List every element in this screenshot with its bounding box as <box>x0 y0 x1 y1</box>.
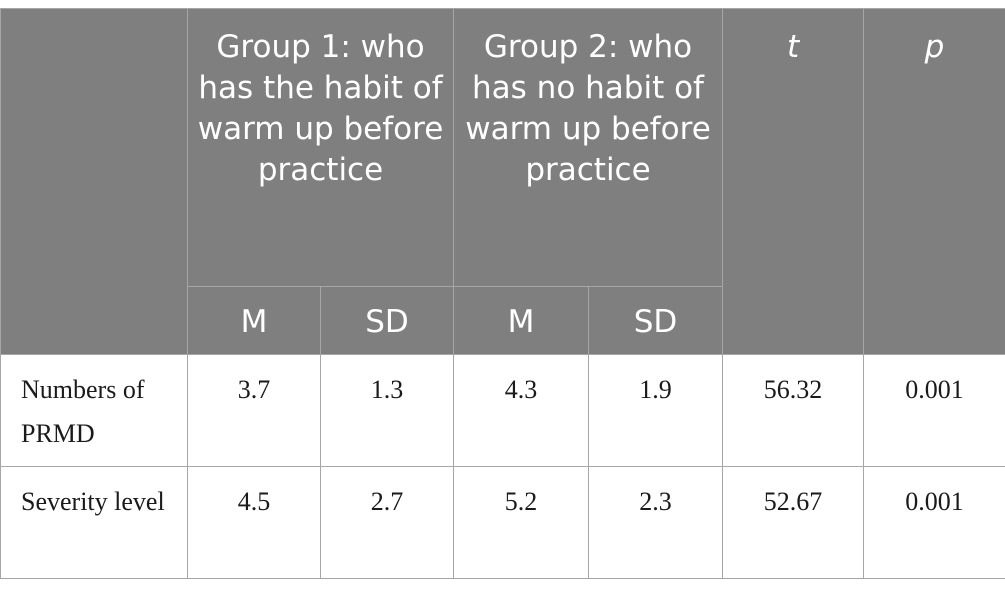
results-table: Group 1: who has the habit of warm up be… <box>0 8 1005 579</box>
group1-header: Group 1: who has the habit of warm up be… <box>186 8 455 287</box>
group1-mean-cell: 3.7 <box>187 354 321 467</box>
t-statistic-header: t <box>722 8 865 355</box>
header-row-stats: M SD M SD <box>1 286 1005 355</box>
group2-mean-cell: 4.3 <box>453 354 590 467</box>
group2-mean-header: M <box>453 286 590 355</box>
group2-sd-header: SD <box>588 286 724 355</box>
table-row: Severity level 4.5 2.7 5.2 2.3 52.67 0.0… <box>0 466 1005 579</box>
p-value-cell: 0.001 <box>863 354 1005 467</box>
table-body: Numbers of PRMD 3.7 1.3 4.3 1.9 56.32 0.… <box>0 354 1005 579</box>
group2-sd-cell: 1.9 <box>588 354 724 467</box>
group2-mean-cell: 5.2 <box>453 466 590 579</box>
row-label: Severity level <box>0 466 188 579</box>
group1-mean-header: M <box>187 286 321 355</box>
table-row: Numbers of PRMD 3.7 1.3 4.3 1.9 56.32 0.… <box>0 354 1005 467</box>
corner-header-cell <box>0 8 188 355</box>
header-row-groups: Group 1: who has the habit of warm up be… <box>0 8 1005 355</box>
group1-sd-header: SD <box>319 286 455 355</box>
table-header: Group 1: who has the habit of warm up be… <box>0 8 1005 355</box>
p-value-header: p <box>863 8 1005 355</box>
group2-header: Group 2: who has no habit of warm up bef… <box>453 8 724 287</box>
p-value-cell: 0.001 <box>863 466 1005 579</box>
group2-sd-cell: 2.3 <box>588 466 724 579</box>
group1-sd-cell: 2.7 <box>319 466 455 579</box>
t-value-cell: 52.67 <box>722 466 865 579</box>
row-label: Numbers of PRMD <box>0 354 188 467</box>
t-value-cell: 56.32 <box>722 354 865 467</box>
group1-mean-cell: 4.5 <box>187 466 321 579</box>
group1-sd-cell: 1.3 <box>319 354 455 467</box>
